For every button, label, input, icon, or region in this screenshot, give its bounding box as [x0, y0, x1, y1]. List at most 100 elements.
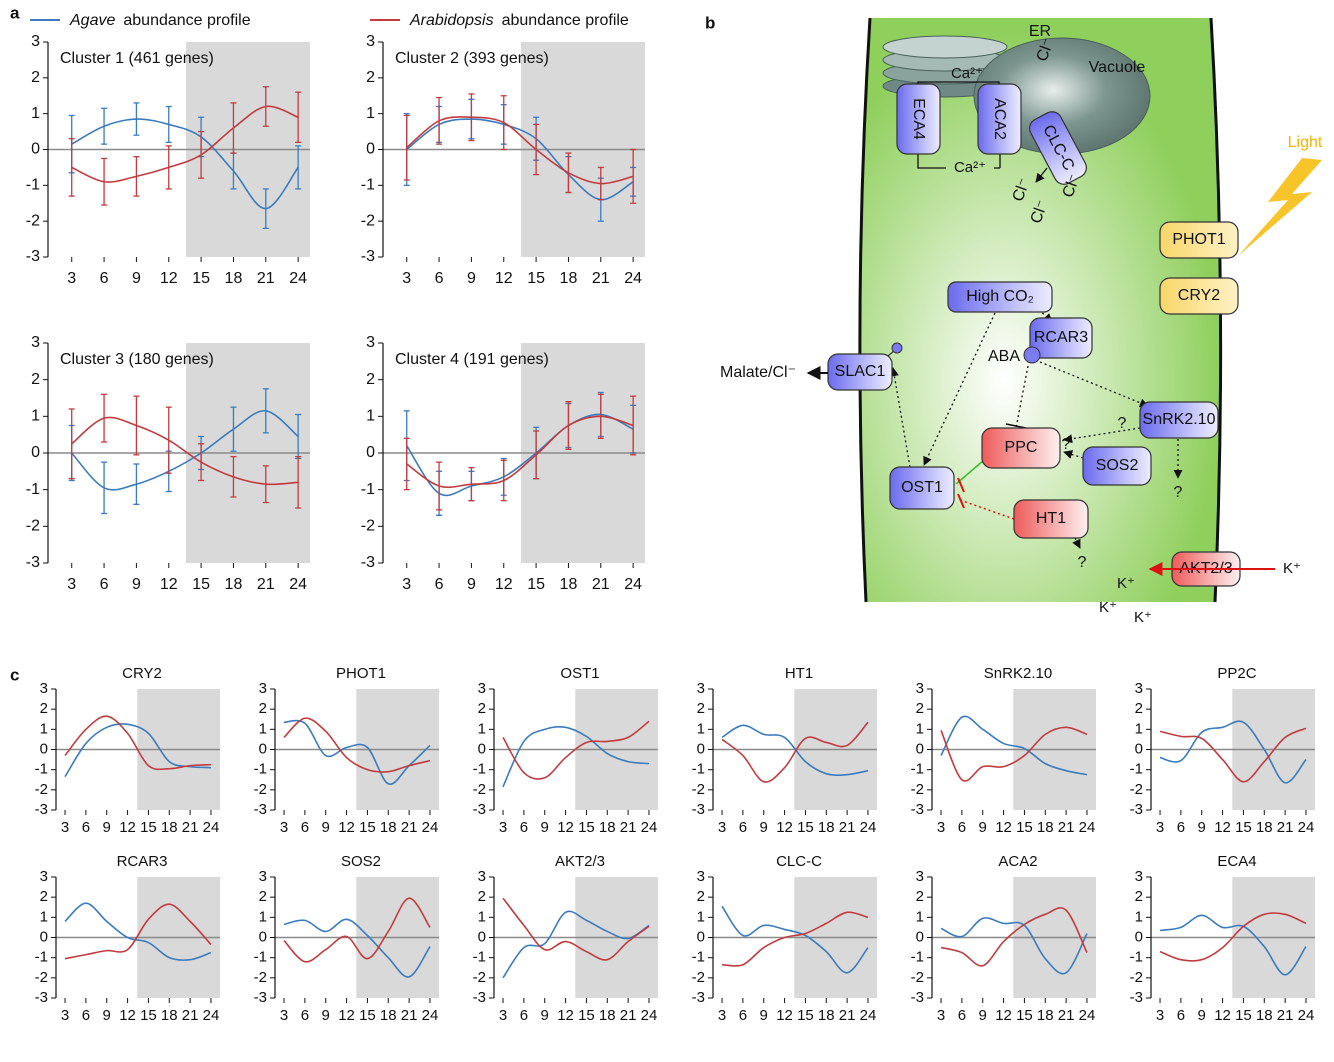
chart-title: RCAR3 — [117, 853, 168, 870]
chart-title: PP2C — [1217, 665, 1256, 682]
y-tick-label: 1 — [697, 720, 705, 737]
y-tick-label: 1 — [916, 720, 924, 737]
node-label: HT1 — [1036, 510, 1066, 527]
y-tick-label: 3 — [697, 680, 705, 697]
x-tick-label: 21 — [401, 819, 418, 836]
x-tick-label: 24 — [860, 1007, 877, 1024]
legend-text: abundance profile — [502, 12, 629, 29]
y-tick-label: 1 — [916, 908, 924, 925]
x-tick-label: 21 — [401, 1007, 418, 1024]
x-tick-label: 24 — [1079, 819, 1096, 836]
y-tick-label: -3 — [692, 801, 705, 818]
x-tick-label: 12 — [338, 1007, 355, 1024]
chart-title: OST1 — [560, 665, 599, 682]
y-tick-label: 2 — [40, 700, 48, 717]
y-tick-label: 3 — [31, 33, 40, 50]
x-tick-label: 3 — [61, 819, 69, 836]
x-tick-label: 24 — [641, 819, 658, 836]
x-tick-label: 12 — [1214, 1007, 1231, 1024]
x-tick-label: 21 — [257, 270, 275, 287]
x-tick-label: 24 — [422, 1007, 439, 1024]
x-tick-label: 18 — [599, 819, 616, 836]
node-label: RCAR3 — [1034, 329, 1088, 346]
x-tick-label: 6 — [100, 270, 109, 287]
x-tick-label: 18 — [1256, 1007, 1273, 1024]
x-tick-label: 21 — [1058, 1007, 1075, 1024]
x-tick-label: 3 — [499, 819, 507, 836]
x-tick-label: 15 — [1235, 1007, 1252, 1024]
y-tick-label: -2 — [692, 969, 705, 986]
chart-title: Cluster 4 (191 genes) — [395, 351, 549, 368]
phosphate — [892, 343, 902, 353]
x-tick-label: 18 — [818, 819, 835, 836]
x-tick-label: 6 — [1177, 1007, 1185, 1024]
node-label: ECA4 — [910, 98, 927, 140]
y-tick-label: -3 — [1130, 801, 1143, 818]
x-tick-label: 18 — [161, 1007, 178, 1024]
y-tick-label: 2 — [40, 888, 48, 905]
x-tick-label: 3 — [1156, 1007, 1164, 1024]
x-tick-label: 9 — [541, 819, 549, 836]
y-tick-label: 2 — [697, 888, 705, 905]
x-tick-label: 9 — [132, 576, 141, 593]
x-tick-label: 18 — [599, 1007, 616, 1024]
y-tick-label: 3 — [916, 868, 924, 885]
chart: -3-2-101233691215182124Cluster 2 (393 ge… — [361, 33, 645, 287]
x-tick-label: 21 — [839, 1007, 856, 1024]
x-tick-label: 24 — [624, 270, 642, 287]
figure: a b c ER Vacuole Cl⁻ Ca²⁺ Ca²⁺ ECA4 ACA2… — [0, 0, 1334, 1062]
node-label: SnRK2.10 — [1143, 411, 1216, 428]
y-tick-label: -1 — [911, 761, 924, 778]
y-tick-label: -1 — [361, 481, 375, 498]
x-tick-label: 12 — [495, 270, 513, 287]
error-bar — [69, 139, 75, 196]
y-tick-label: -2 — [254, 781, 267, 798]
y-tick-label: 0 — [259, 928, 267, 945]
x-tick-label: 6 — [520, 819, 528, 836]
y-tick-label: -2 — [35, 969, 48, 986]
y-tick-label: -2 — [911, 969, 924, 986]
y-tick-label: -1 — [473, 949, 486, 966]
y-tick-label: -2 — [26, 518, 40, 535]
x-tick-label: 6 — [100, 576, 109, 593]
light-label: Light — [1288, 134, 1323, 151]
x-tick-label: 21 — [182, 819, 199, 836]
question-mark: ? — [1118, 415, 1127, 432]
x-tick-label: 24 — [1298, 1007, 1315, 1024]
chart-title: Cluster 1 (461 genes) — [60, 50, 214, 67]
chart: -3-2-101233691215182124RCAR3 — [35, 853, 220, 1024]
x-tick-label: 9 — [103, 819, 111, 836]
question-mark: ? — [1174, 484, 1183, 501]
ion-label: K⁺ — [1117, 575, 1135, 592]
x-tick-label: 12 — [995, 1007, 1012, 1024]
y-tick-label: 0 — [366, 141, 375, 158]
x-tick-label: 21 — [1058, 819, 1075, 836]
y-tick-label: -3 — [254, 989, 267, 1006]
y-tick-label: 2 — [1135, 888, 1143, 905]
x-tick-label: 15 — [359, 819, 376, 836]
x-tick-label: 12 — [776, 819, 793, 836]
y-tick-label: -2 — [254, 969, 267, 986]
aba-binding — [1024, 347, 1040, 363]
node-label: SLAC1 — [835, 363, 886, 380]
y-tick-label: 3 — [259, 680, 267, 697]
x-tick-label: 15 — [140, 819, 157, 836]
y-tick-label: 3 — [916, 680, 924, 697]
y-tick-label: 0 — [366, 444, 375, 461]
x-tick-label: 15 — [527, 576, 545, 593]
y-tick-label: -1 — [35, 949, 48, 966]
x-tick-label: 18 — [1037, 1007, 1054, 1024]
y-tick-label: -3 — [254, 801, 267, 818]
x-tick-label: 18 — [560, 576, 578, 593]
node-label: SOS2 — [1096, 457, 1139, 474]
x-tick-label: 24 — [1298, 819, 1315, 836]
chart: -3-2-101233691215182124CRY2 — [35, 665, 220, 836]
cell-diagram: ER Vacuole Cl⁻ Ca²⁺ Ca²⁺ ECA4 ACA2 CLC-C… — [720, 18, 1323, 626]
y-tick-label: 0 — [1135, 928, 1143, 945]
x-tick-label: 15 — [797, 819, 814, 836]
node-label: High CO₂ — [966, 288, 1034, 305]
x-tick-label: 18 — [1037, 819, 1054, 836]
x-tick-label: 6 — [435, 576, 444, 593]
panel-label: b — [705, 13, 715, 32]
y-tick-label: -2 — [473, 969, 486, 986]
